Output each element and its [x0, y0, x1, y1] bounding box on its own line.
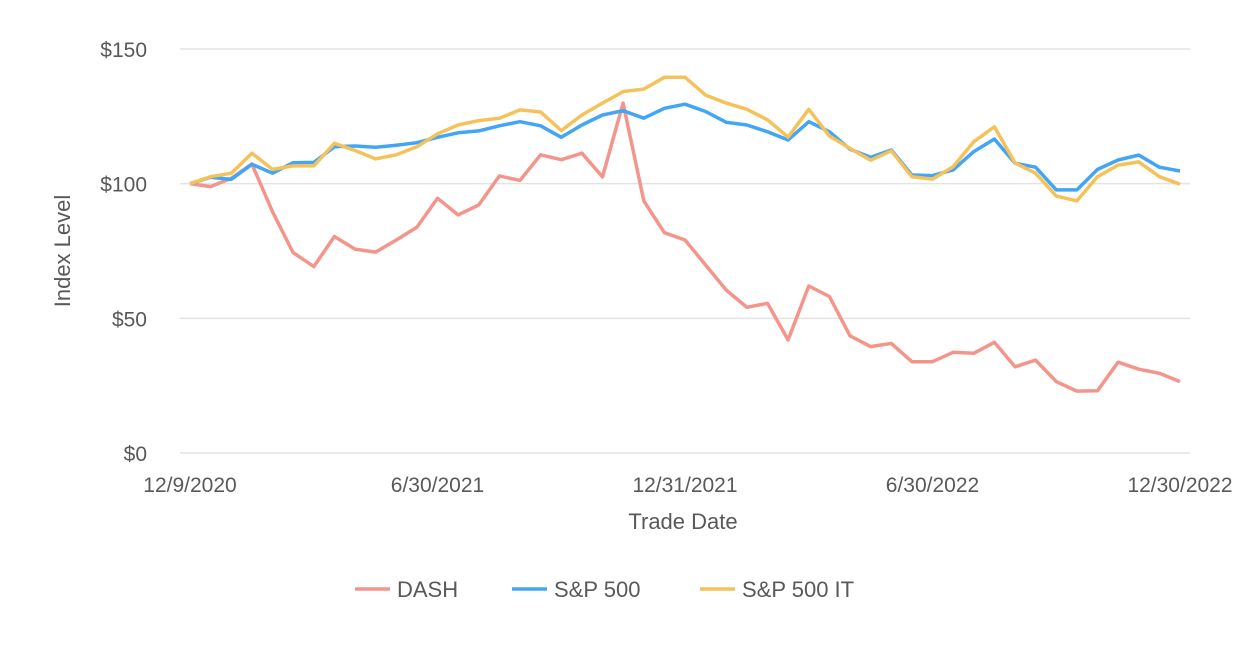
legend-label: DASH	[397, 577, 458, 602]
x-tick-label: 12/9/2020	[143, 474, 236, 497]
x-tick-label: 6/30/2022	[886, 474, 979, 497]
x-tick-label: 12/30/2022	[1127, 474, 1232, 497]
series-line-dash	[189, 101, 1181, 393]
x-axis-ticks: 12/9/2020 6/30/2021 12/31/2021 6/30/2022 12/…	[143, 474, 1232, 497]
x-tick-label: 6/30/2021	[391, 474, 484, 497]
series-line-s-p-500	[189, 102, 1181, 192]
legend-label: S&P 500 IT	[742, 577, 854, 602]
legend-label: S&P 500	[554, 577, 640, 602]
series-line-s-p-500-it	[189, 75, 1181, 203]
y-tick-label: $150	[100, 39, 147, 62]
x-tick-label: 12/31/2021	[632, 474, 737, 497]
gridlines	[180, 48, 1190, 454]
legend-item: DASH	[355, 577, 458, 602]
legend: DASH S&P 500 S&P 500 IT	[355, 577, 854, 602]
y-tick-label: $0	[124, 443, 147, 466]
y-axis-ticks: $0 $50 $100 $150	[100, 39, 147, 466]
x-axis-title: Trade Date	[628, 509, 737, 534]
y-tick-label: $100	[100, 174, 147, 197]
legend-item: S&P 500	[512, 577, 640, 602]
y-tick-label: $50	[112, 308, 147, 331]
series-lines	[189, 75, 1181, 393]
legend-item: S&P 500 IT	[700, 577, 854, 602]
y-axis-title: Index Level	[50, 195, 75, 308]
